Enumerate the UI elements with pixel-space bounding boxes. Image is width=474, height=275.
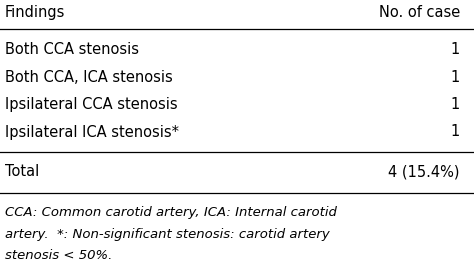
Text: Both CCA, ICA stenosis: Both CCA, ICA stenosis xyxy=(5,70,173,84)
Text: artery.  *: Non-significant stenosis: carotid artery: artery. *: Non-significant stenosis: car… xyxy=(5,228,329,241)
Text: 1: 1 xyxy=(450,70,460,84)
Text: No. of case: No. of case xyxy=(379,5,460,20)
Text: CCA: Common carotid artery, ICA: Internal carotid: CCA: Common carotid artery, ICA: Interna… xyxy=(5,206,337,219)
Text: Ipsilateral ICA stenosis*: Ipsilateral ICA stenosis* xyxy=(5,125,179,139)
Text: Ipsilateral CCA stenosis: Ipsilateral CCA stenosis xyxy=(5,97,177,112)
Text: 1: 1 xyxy=(450,125,460,139)
Text: Both CCA stenosis: Both CCA stenosis xyxy=(5,42,139,57)
Text: Total: Total xyxy=(5,164,39,179)
Text: stenosis < 50%.: stenosis < 50%. xyxy=(5,249,112,262)
Text: Findings: Findings xyxy=(5,5,65,20)
Text: 1: 1 xyxy=(450,42,460,57)
Text: 1: 1 xyxy=(450,97,460,112)
Text: 4 (15.4%): 4 (15.4%) xyxy=(388,164,460,179)
